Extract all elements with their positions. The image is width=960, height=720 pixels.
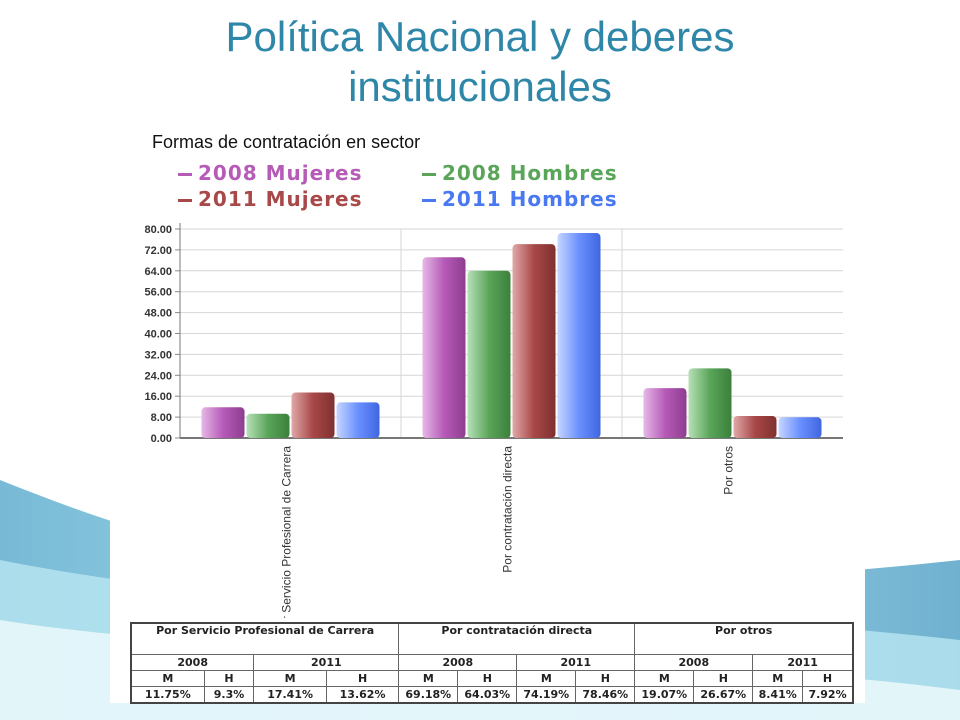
- table-sex: M: [130, 670, 205, 687]
- x-category-label: Por otros: [722, 446, 736, 495]
- bar: [246, 413, 290, 438]
- table-sex: H: [802, 670, 854, 687]
- table-year: 2011: [253, 654, 400, 671]
- table-value: 11.75%: [130, 686, 205, 704]
- legend-item-2011-mujeres: 2011 Mujeres: [178, 187, 363, 211]
- legend-label: 2008 Hombres: [442, 161, 618, 185]
- bar: [201, 407, 245, 438]
- legend-label: 2011 Hombres: [442, 187, 618, 211]
- table-value: 26.67%: [693, 686, 754, 704]
- y-tick-label: 24.00: [144, 370, 172, 382]
- y-tick-label: 32.00: [144, 349, 172, 361]
- legend-label: 2011 Mujeres: [198, 187, 363, 211]
- bar-chart: 0.00 8.00 16.00 24.00 32.00 40.00 48.00 56.00 64…: [144, 223, 843, 618]
- bar: [733, 416, 777, 438]
- y-tick-label: 40.00: [144, 329, 172, 341]
- table-value: 13.62%: [325, 686, 400, 704]
- table-sex: H: [325, 670, 400, 687]
- table-value: 64.03%: [457, 686, 518, 704]
- y-tick-label: 80.00: [144, 224, 172, 236]
- bar: [688, 368, 732, 438]
- chart-subtitle: Formas de contratación en sector: [152, 132, 421, 152]
- table-value-row: 11.75% 9.3% 17.41% 13.62% 69.18% 64.03% …: [130, 686, 854, 704]
- legend-swatch: [178, 199, 192, 202]
- legend-item-2008-hombres: 2008 Hombres: [422, 161, 618, 185]
- table-value: 69.18%: [398, 686, 459, 704]
- table-value: 7.92%: [802, 686, 854, 704]
- bar: [422, 257, 466, 438]
- table-group-header: Por Servicio Profesional de Carrera: [130, 622, 400, 655]
- table-sex: H: [693, 670, 754, 687]
- x-category-label: Por contratación directa: [501, 446, 515, 573]
- table-year: 2011: [752, 654, 854, 671]
- table-value: 8.41%: [752, 686, 804, 704]
- legend-label: 2008 Mujeres: [198, 161, 363, 185]
- table-value: 19.07%: [634, 686, 695, 704]
- table-sex: M: [634, 670, 695, 687]
- table-group-row: Por Servicio Profesional de Carrera Por …: [130, 622, 854, 655]
- y-tick-label: 0.00: [151, 433, 172, 445]
- legend-item-2011-hombres: 2011 Hombres: [422, 187, 618, 211]
- table-sex-row: M H M H M H M H M H M H: [130, 670, 854, 687]
- y-tick-label: 48.00: [144, 308, 172, 320]
- table-value: 17.41%: [253, 686, 327, 704]
- y-tick-label: 72.00: [144, 245, 172, 257]
- table-group-header: Por contratación directa: [398, 622, 636, 655]
- y-tick-label: 56.00: [144, 287, 172, 299]
- legend-item-2008-mujeres: 2008 Mujeres: [178, 161, 363, 185]
- bar: [557, 233, 601, 438]
- legend-swatch: [178, 173, 192, 176]
- bar: [512, 244, 556, 438]
- table-sex: M: [398, 670, 459, 687]
- slide-title: Política Nacional y deberes instituciona…: [225, 13, 735, 110]
- table-sex: H: [457, 670, 518, 687]
- table-sex: M: [516, 670, 577, 687]
- table-value: 74.19%: [516, 686, 577, 704]
- table-group-header: Por otros: [634, 622, 854, 655]
- y-tick-label: 16.00: [144, 391, 172, 403]
- bar: [467, 270, 511, 438]
- bar: [336, 402, 380, 438]
- chart-panel: 2008 Mujeres 2008 Hombres 2011 Mujeres 2…: [110, 161, 865, 704]
- table-sex: H: [575, 670, 636, 687]
- legend-swatch: [422, 173, 436, 176]
- legend-swatch: [422, 199, 436, 202]
- table-year: 2008: [398, 654, 518, 671]
- table-year-row: 2008 2011 2008 2011 2008 2011: [130, 654, 854, 671]
- table-sex: H: [203, 670, 255, 687]
- table-value: 78.46%: [575, 686, 636, 704]
- table-value: 9.3%: [203, 686, 255, 704]
- table-sex: M: [752, 670, 804, 687]
- y-tick-label: 8.00: [151, 412, 172, 424]
- x-category-label: Por Servicio Profesional de Carrera: [280, 446, 294, 618]
- table-year: 2011: [516, 654, 636, 671]
- bar: [291, 392, 335, 438]
- table-sex: M: [253, 670, 327, 687]
- y-tick-label: 64.00: [144, 266, 172, 278]
- bar: [778, 417, 822, 438]
- table-year: 2008: [634, 654, 754, 671]
- table-year: 2008: [130, 654, 255, 671]
- bar: [643, 388, 687, 438]
- data-table: Por Servicio Profesional de Carrera Por …: [130, 622, 854, 704]
